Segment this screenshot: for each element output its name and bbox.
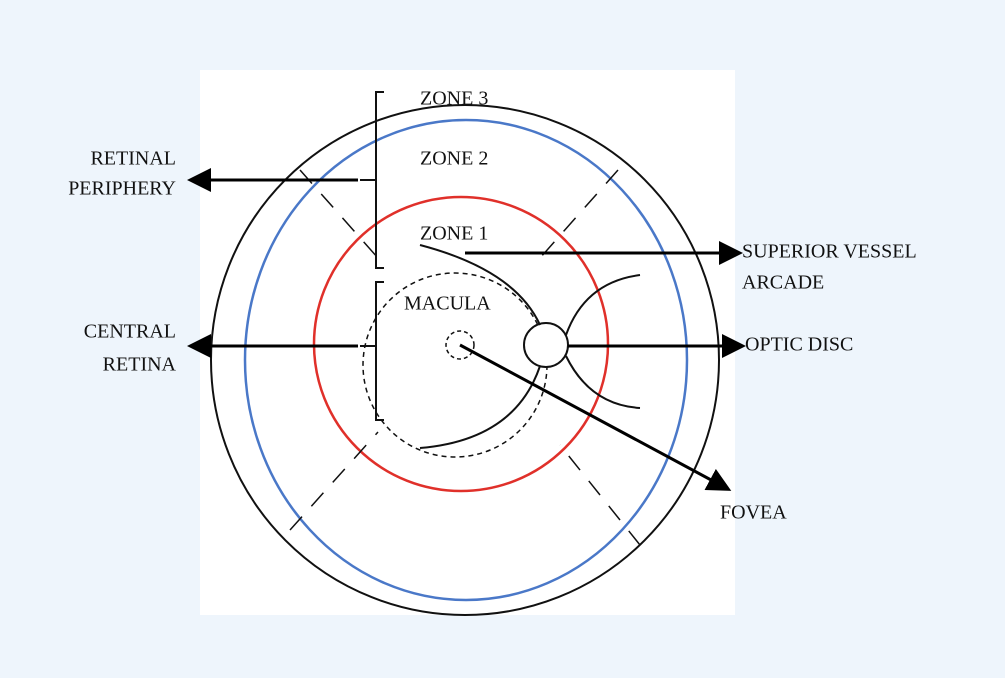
label: ARCADE	[742, 272, 824, 294]
label: CENTRAL	[84, 321, 176, 343]
label: PERIPHERY	[68, 178, 176, 200]
zone-label: ZONE 1	[420, 223, 488, 245]
macula-label: MACULA	[404, 293, 491, 315]
optic-disc	[524, 323, 568, 367]
label: OPTIC DISC	[745, 334, 853, 356]
zone-label: ZONE 2	[420, 148, 488, 170]
retina-diagram: ZONE 3 ZONE 2 ZONE 1 MACULA RETINAL PERI…	[0, 0, 1005, 673]
label: FOVEA	[720, 502, 787, 524]
label: RETINA	[103, 354, 177, 376]
label: RETINAL	[90, 148, 176, 170]
label: SUPERIOR VESSEL	[742, 241, 917, 263]
zone-label: ZONE 3	[420, 88, 488, 110]
